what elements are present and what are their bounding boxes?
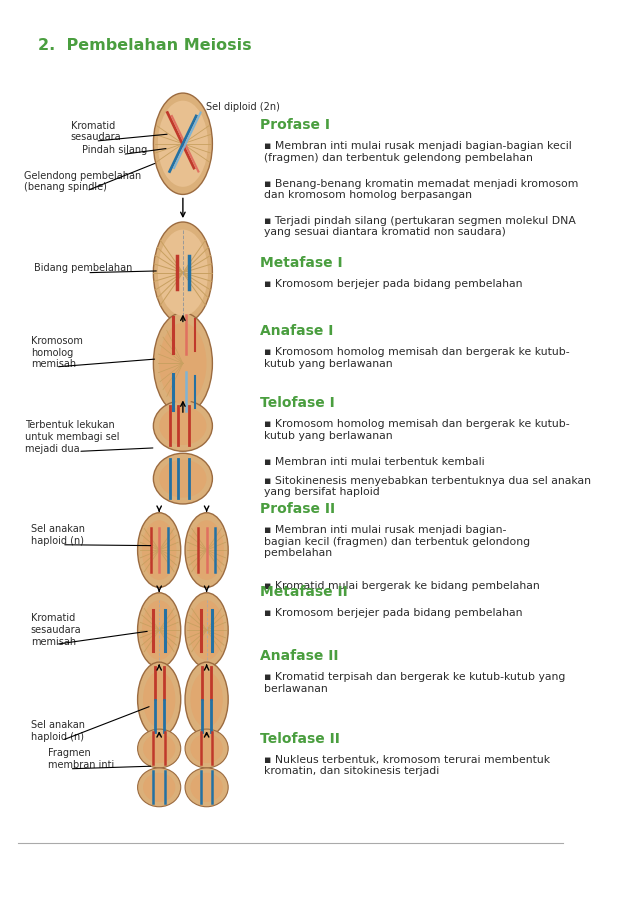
Text: ▪ Kromatid mulai bergerak ke bidang pembelahan: ▪ Kromatid mulai bergerak ke bidang pemb… <box>264 581 540 591</box>
Ellipse shape <box>160 460 207 498</box>
Ellipse shape <box>138 769 181 807</box>
Ellipse shape <box>190 734 223 763</box>
Text: ▪ Sitokinenesis menyebabkan terbentuknya dua sel anakan
yang bersifat haploid: ▪ Sitokinenesis menyebabkan terbentuknya… <box>264 475 591 497</box>
Ellipse shape <box>185 662 228 737</box>
Text: Profase II: Profase II <box>260 502 335 516</box>
Text: ▪ Kromosom berjejer pada bidang pembelahan: ▪ Kromosom berjejer pada bidang pembelah… <box>264 607 523 617</box>
Ellipse shape <box>185 769 228 807</box>
Ellipse shape <box>138 594 181 667</box>
Text: Telofase I: Telofase I <box>260 396 334 410</box>
Text: Anafase II: Anafase II <box>260 649 338 662</box>
Ellipse shape <box>138 730 181 769</box>
Text: Anafase I: Anafase I <box>260 324 333 338</box>
Ellipse shape <box>185 594 228 667</box>
Text: 2.  Pembelahan Meiosis: 2. Pembelahan Meiosis <box>38 38 252 53</box>
Ellipse shape <box>142 520 177 580</box>
Ellipse shape <box>153 223 212 324</box>
Ellipse shape <box>189 601 224 660</box>
Ellipse shape <box>189 520 224 580</box>
Ellipse shape <box>185 730 228 769</box>
Text: Bidang pembelahan: Bidang pembelahan <box>34 262 133 272</box>
Ellipse shape <box>153 454 212 504</box>
Text: ▪ Membran inti mulai terbentuk kembali: ▪ Membran inti mulai terbentuk kembali <box>264 456 485 466</box>
Text: ▪ Benang-benang kromatin memadat menjadi kromosom
dan kromosom homolog berpasang: ▪ Benang-benang kromatin memadat menjadi… <box>264 179 579 200</box>
Ellipse shape <box>158 102 208 188</box>
Ellipse shape <box>138 662 181 737</box>
Ellipse shape <box>160 408 207 446</box>
Ellipse shape <box>143 672 175 728</box>
Ellipse shape <box>185 513 228 588</box>
Text: ▪ Kromosom berjejer pada bidang pembelahan: ▪ Kromosom berjejer pada bidang pembelah… <box>264 279 523 289</box>
Ellipse shape <box>153 313 212 415</box>
Ellipse shape <box>153 401 212 452</box>
Text: Kromatid
sesaudara
memisah: Kromatid sesaudara memisah <box>31 612 82 646</box>
Text: Kromatid
sesaudara: Kromatid sesaudara <box>71 121 121 143</box>
Text: Sel diploid (2n): Sel diploid (2n) <box>205 102 279 112</box>
Text: Sel anakan
haploid (n): Sel anakan haploid (n) <box>31 719 85 741</box>
Text: Kromosom
homolog
memisah: Kromosom homolog memisah <box>31 336 83 369</box>
Ellipse shape <box>143 773 175 802</box>
Ellipse shape <box>190 773 223 802</box>
Text: Pindah silang: Pindah silang <box>82 144 147 154</box>
Text: Telofase II: Telofase II <box>260 731 339 745</box>
Text: Sel anakan
haploid (n): Sel anakan haploid (n) <box>31 524 85 546</box>
Text: ▪ Membran inti mulai rusak menjadi bagian-bagian kecil
(fragmen) dan terbentuk g: ▪ Membran inti mulai rusak menjadi bagia… <box>264 141 572 162</box>
Text: Fragmen
membran inti: Fragmen membran inti <box>48 748 114 769</box>
Ellipse shape <box>160 324 207 404</box>
Ellipse shape <box>153 94 212 195</box>
Text: ▪ Kromosom homolog memisah dan bergerak ke kutub-
kutub yang berlawanan: ▪ Kromosom homolog memisah dan bergerak … <box>264 419 570 440</box>
Text: ▪ Membran inti mulai rusak menjadi bagian-
bagian kecil (fragmen) dan terbentuk : ▪ Membran inti mulai rusak menjadi bagia… <box>264 525 530 557</box>
Text: Metafase II: Metafase II <box>260 584 347 598</box>
Text: Profase I: Profase I <box>260 118 329 132</box>
Text: ▪ Terjadi pindah silang (pertukaran segmen molekul DNA
yang sesuai diantara krom: ▪ Terjadi pindah silang (pertukaran segm… <box>264 216 576 237</box>
Text: Terbentuk lekukan
untuk membagi sel
mejadi dua: Terbentuk lekukan untuk membagi sel meja… <box>25 420 119 453</box>
Ellipse shape <box>158 230 208 317</box>
Text: ▪ Kromosom homolog memisah dan bergerak ke kutub-
kutub yang berlawanan: ▪ Kromosom homolog memisah dan bergerak … <box>264 347 570 369</box>
Ellipse shape <box>190 672 223 728</box>
Ellipse shape <box>138 513 181 588</box>
Text: ▪ Nukleus terbentuk, kromosom terurai membentuk
kromatin, dan sitokinesis terjad: ▪ Nukleus terbentuk, kromosom terurai me… <box>264 754 550 776</box>
Text: Gelendong pembelahan
(benang spindle): Gelendong pembelahan (benang spindle) <box>24 170 141 192</box>
Ellipse shape <box>142 601 177 660</box>
Text: Metafase I: Metafase I <box>260 255 342 270</box>
Text: ▪ Kromatid terpisah dan bergerak ke kutub-kutub yang
berlawanan: ▪ Kromatid terpisah dan bergerak ke kutu… <box>264 671 565 693</box>
Ellipse shape <box>143 734 175 763</box>
